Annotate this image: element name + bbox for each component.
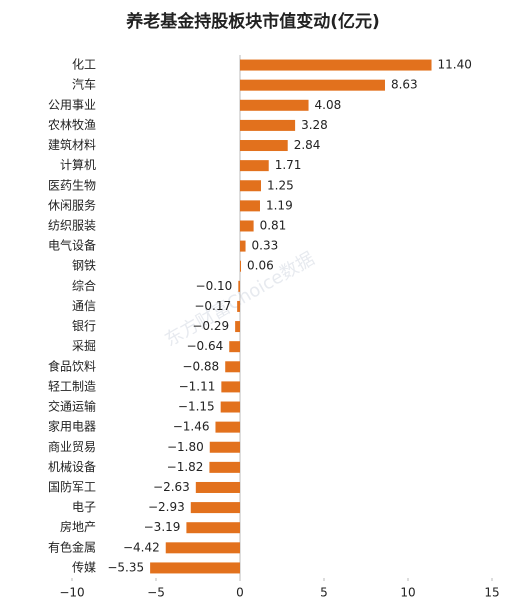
x-tick-label: 10 bbox=[400, 586, 415, 600]
y-tick-label: 综合 bbox=[72, 278, 96, 293]
value-label: 3.28 bbox=[301, 118, 328, 132]
y-tick-label: 休闲服务 bbox=[48, 197, 96, 212]
y-tick-label: 化工 bbox=[72, 58, 96, 72]
chart-title: 养老基金持股板块市值变动(亿元) bbox=[125, 11, 380, 32]
value-label: −0.64 bbox=[186, 339, 223, 353]
value-label: 0.81 bbox=[260, 218, 287, 232]
bar bbox=[150, 562, 240, 574]
y-tick-label: 电子 bbox=[72, 500, 96, 514]
bar bbox=[240, 79, 385, 91]
y-tick-label: 农林牧渔 bbox=[48, 118, 96, 132]
value-label: −3.19 bbox=[144, 520, 181, 534]
y-tick-label: 国防军工 bbox=[48, 479, 96, 494]
bar bbox=[240, 260, 242, 272]
y-tick-label: 计算机 bbox=[60, 157, 96, 172]
bar bbox=[240, 200, 260, 212]
y-tick-label: 机械设备 bbox=[48, 459, 96, 474]
x-tick-label: 0 bbox=[236, 586, 244, 600]
y-tick-label: 钢铁 bbox=[72, 259, 96, 273]
y-tick-label: 房地产 bbox=[60, 519, 96, 534]
value-label: 4.08 bbox=[315, 98, 342, 112]
y-tick-label: 采掘 bbox=[72, 338, 96, 353]
y-tick-label: 食品饮料 bbox=[48, 358, 96, 373]
bar bbox=[195, 481, 240, 493]
bar bbox=[165, 542, 240, 554]
y-tick-label: 有色金属 bbox=[48, 539, 96, 554]
bar bbox=[240, 160, 269, 172]
bar bbox=[229, 341, 240, 353]
bar bbox=[209, 441, 240, 453]
value-label: −2.63 bbox=[153, 480, 190, 494]
value-label: −0.10 bbox=[196, 279, 233, 293]
y-tick-label: 纺织服装 bbox=[48, 218, 96, 232]
y-tick-label: 轻工制造 bbox=[48, 379, 96, 393]
x-tick-label: 15 bbox=[484, 586, 499, 600]
value-label: 0.33 bbox=[252, 239, 279, 253]
y-tick-label: 传媒 bbox=[72, 559, 96, 574]
value-label: −0.88 bbox=[182, 359, 219, 373]
x-tick-label: −10 bbox=[59, 586, 84, 600]
value-label: 1.19 bbox=[266, 198, 293, 212]
value-label: −1.46 bbox=[173, 420, 210, 434]
bar bbox=[235, 321, 240, 333]
bar bbox=[240, 220, 254, 232]
value-label: 11.40 bbox=[438, 58, 472, 72]
value-label: −4.42 bbox=[123, 540, 160, 554]
y-tick-label: 公用事业 bbox=[48, 98, 96, 112]
value-label: −2.93 bbox=[148, 500, 185, 514]
bar bbox=[225, 361, 240, 373]
bar bbox=[215, 421, 240, 433]
bar bbox=[240, 119, 296, 131]
value-label: −5.35 bbox=[107, 560, 144, 574]
y-tick-label: 建筑材料 bbox=[48, 137, 96, 152]
value-label: 8.63 bbox=[391, 78, 418, 92]
bar bbox=[220, 401, 240, 413]
bar bbox=[186, 522, 240, 534]
bar bbox=[190, 502, 240, 514]
y-tick-label: 交通运输 bbox=[48, 399, 96, 414]
y-tick-label: 医药生物 bbox=[48, 178, 96, 192]
value-label: −0.29 bbox=[192, 319, 229, 333]
bar bbox=[240, 99, 309, 111]
bar bbox=[237, 300, 240, 312]
value-label: −1.15 bbox=[178, 400, 215, 414]
bar bbox=[240, 59, 432, 71]
x-tick-label: 5 bbox=[320, 586, 328, 600]
value-label: 0.06 bbox=[247, 259, 274, 273]
value-label: 2.84 bbox=[294, 138, 321, 152]
y-tick-label: 银行 bbox=[72, 319, 96, 333]
value-label: −1.82 bbox=[167, 460, 204, 474]
value-label: −0.17 bbox=[194, 299, 231, 313]
y-tick-label: 家用电器 bbox=[48, 419, 96, 434]
y-tick-label: 汽车 bbox=[72, 77, 96, 92]
bar bbox=[240, 240, 246, 252]
bar bbox=[221, 381, 240, 393]
y-tick-label: 商业贸易 bbox=[48, 439, 96, 454]
x-tick-label: −5 bbox=[147, 586, 165, 600]
value-label: −1.11 bbox=[179, 379, 216, 393]
y-tick-label: 通信 bbox=[72, 299, 96, 313]
y-tick-label: 电气设备 bbox=[48, 238, 96, 253]
value-label: −1.80 bbox=[167, 440, 204, 454]
value-label: 1.71 bbox=[275, 158, 302, 172]
value-label: 1.25 bbox=[267, 178, 294, 192]
bar bbox=[209, 461, 240, 473]
bar bbox=[238, 280, 240, 292]
bar bbox=[240, 140, 288, 152]
bar bbox=[240, 180, 261, 192]
